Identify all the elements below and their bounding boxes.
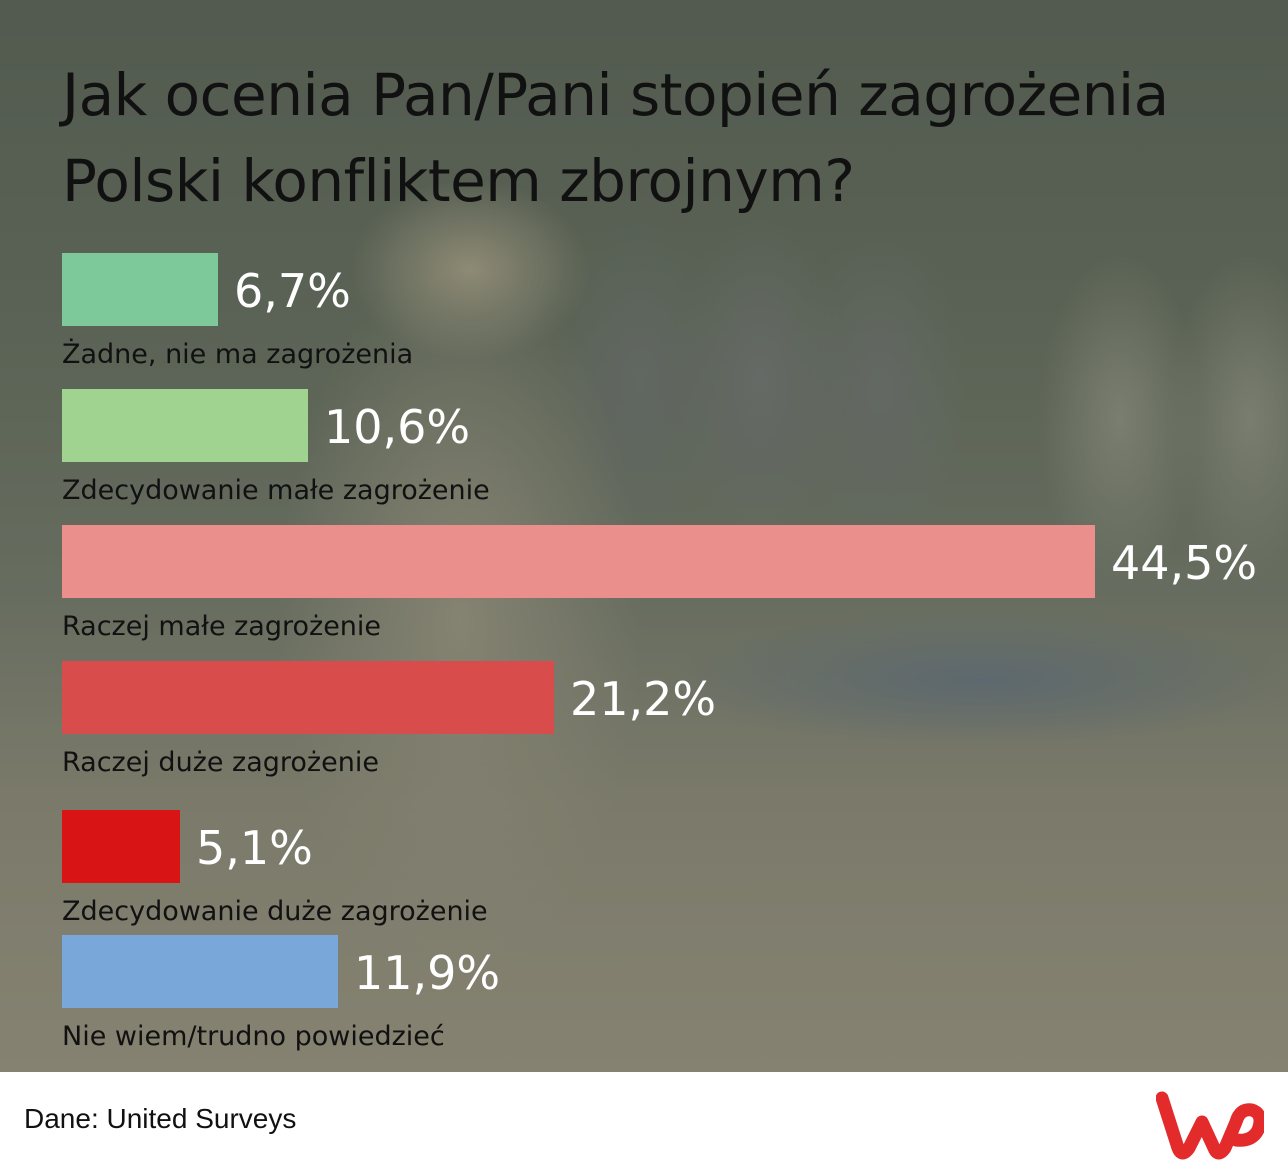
- value-label-0: 6,7%: [234, 264, 351, 318]
- category-label-1: Zdecydowanie małe zagrożenie: [62, 475, 490, 506]
- chart-title: Jak ocenia Pan/Pani stopień zagrożenia P…: [62, 61, 1169, 215]
- value-label-5: 11,9%: [354, 946, 500, 1000]
- category-label-3: Raczej duże zagrożenie: [62, 747, 379, 778]
- wp-logo: [1156, 1091, 1264, 1160]
- value-label-3: 21,2%: [570, 672, 716, 726]
- bar-5: [62, 935, 338, 1008]
- bar-chart: 6,7% Żadne, nie ma zagrożenia 10,6% Zdecydo…: [62, 253, 1257, 1052]
- bar-3: [62, 661, 554, 734]
- footer: Dane: United Surveys: [0, 1072, 1288, 1174]
- value-label-2: 44,5%: [1111, 536, 1257, 590]
- category-label-4: Zdecydowanie duże zagrożenie: [62, 896, 488, 927]
- bar-1: [62, 389, 308, 462]
- bar-0: [62, 253, 218, 326]
- category-label-2: Raczej małe zagrożenie: [62, 611, 381, 642]
- value-label-4: 5,1%: [196, 821, 313, 875]
- bar-4: [62, 810, 180, 883]
- source-label: Dane: United Surveys: [24, 1103, 297, 1134]
- value-label-1: 10,6%: [324, 400, 470, 454]
- category-label-5: Nie wiem/trudno powiedzieć: [62, 1021, 445, 1052]
- bar-2: [62, 525, 1095, 598]
- category-label-0: Żadne, nie ma zagrożenia: [62, 338, 413, 370]
